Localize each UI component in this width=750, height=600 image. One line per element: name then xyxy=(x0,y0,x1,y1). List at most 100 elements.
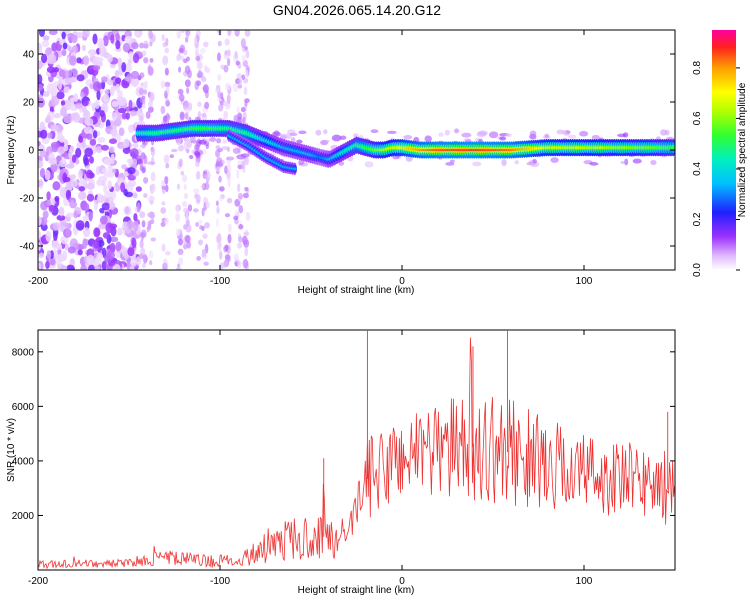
noise-blob xyxy=(101,260,108,270)
noise-blob xyxy=(99,110,105,117)
band-noise xyxy=(445,161,455,166)
y-tick-label: 2000 xyxy=(12,511,35,522)
noise-blob xyxy=(81,44,86,51)
band-noise xyxy=(591,134,600,140)
noise-blob xyxy=(115,32,120,42)
noise-blob xyxy=(62,42,68,50)
noise-streak xyxy=(176,183,181,190)
noise-blob xyxy=(63,144,69,152)
noise-blob xyxy=(57,253,66,263)
noise-blob xyxy=(117,107,127,114)
snr-panel: -200 -100 0 100 2000 4000 6000 8000 Height of … xyxy=(6,329,676,596)
noise-blob xyxy=(117,227,123,236)
noise-streak xyxy=(227,177,231,188)
noise-streak xyxy=(193,188,200,194)
noise-blob xyxy=(124,191,134,198)
noise-streak xyxy=(195,55,201,62)
noise-streak xyxy=(163,154,170,165)
noise-streak xyxy=(244,186,249,192)
band-noise xyxy=(567,134,577,139)
noise-blob xyxy=(77,191,87,200)
noise-streak xyxy=(204,101,210,110)
noise-blob xyxy=(82,215,88,222)
noise-blob xyxy=(58,69,66,78)
secondary-ridge-segment xyxy=(292,167,297,170)
noise-blob xyxy=(78,186,86,192)
noise-streak xyxy=(218,250,223,260)
band-noise xyxy=(232,147,241,154)
y-tick-label: 8000 xyxy=(12,347,35,358)
noise-blob xyxy=(86,182,95,190)
noise-blob xyxy=(127,219,134,230)
noise-blob xyxy=(109,202,116,210)
band-noise xyxy=(624,158,629,166)
band-noise xyxy=(449,159,455,163)
noise-blob xyxy=(122,42,131,53)
noise-streak xyxy=(161,185,168,190)
noise-streak xyxy=(201,225,205,232)
y-tick-label: 20 xyxy=(23,98,35,109)
noise-blob xyxy=(56,243,63,251)
band-noise xyxy=(225,156,235,161)
noise-streak xyxy=(205,201,210,209)
noise-blob xyxy=(94,265,101,270)
noise-streak xyxy=(183,243,188,250)
colorbar-gradient xyxy=(712,30,736,270)
band-noise xyxy=(532,158,537,164)
noise-streak xyxy=(244,69,249,78)
noise-streak xyxy=(227,233,232,244)
noise-streak xyxy=(147,220,152,230)
noise-streak xyxy=(200,76,207,82)
noise-streak xyxy=(237,242,243,249)
band-noise xyxy=(589,162,599,166)
noise-blob xyxy=(79,92,85,98)
noise-streak xyxy=(139,211,146,218)
noise-streak xyxy=(198,71,204,78)
band-noise xyxy=(209,137,217,143)
noise-streak xyxy=(185,148,190,153)
noise-blob xyxy=(58,206,65,217)
noise-blob xyxy=(109,236,119,243)
noise-blob xyxy=(77,181,85,187)
noise-streak xyxy=(176,54,181,62)
noise-blob xyxy=(40,129,48,139)
noise-streak xyxy=(234,30,240,37)
noise-streak xyxy=(149,57,154,63)
noise-blob xyxy=(89,138,97,146)
band-noise xyxy=(556,129,565,135)
noise-blob xyxy=(57,79,63,90)
noise-blob xyxy=(76,74,85,82)
spectrogram-x-axis: -200 -100 0 100 xyxy=(28,30,593,287)
band-noise xyxy=(476,131,487,137)
noise-streak xyxy=(199,47,206,54)
noise-streak xyxy=(198,239,204,246)
noise-blob xyxy=(46,114,51,124)
noise-blob xyxy=(92,81,102,92)
noise-streak xyxy=(242,192,249,199)
noise-blob xyxy=(135,186,142,192)
noise-streak xyxy=(185,224,192,233)
noise-blob xyxy=(53,67,60,73)
noise-blob xyxy=(101,76,108,83)
band-noise xyxy=(290,137,296,144)
noise-blob xyxy=(67,246,76,254)
noise-blob xyxy=(86,133,93,140)
x-tick-label: 100 xyxy=(576,276,593,287)
noise-streak xyxy=(196,255,202,261)
noise-streak xyxy=(238,224,244,230)
band-noise xyxy=(240,153,250,158)
noise-blob xyxy=(125,112,130,120)
noise-blob xyxy=(38,242,41,251)
noise-blob xyxy=(60,107,67,117)
band-noise xyxy=(505,133,512,138)
noise-streak xyxy=(141,98,146,105)
noise-blob xyxy=(53,112,61,119)
noise-blob xyxy=(118,30,126,33)
noise-blob xyxy=(70,199,75,209)
noise-blob xyxy=(81,140,86,148)
noise-blob xyxy=(45,230,52,242)
noise-blob xyxy=(38,159,44,169)
noise-blob xyxy=(108,146,115,154)
band-noise xyxy=(339,135,347,140)
